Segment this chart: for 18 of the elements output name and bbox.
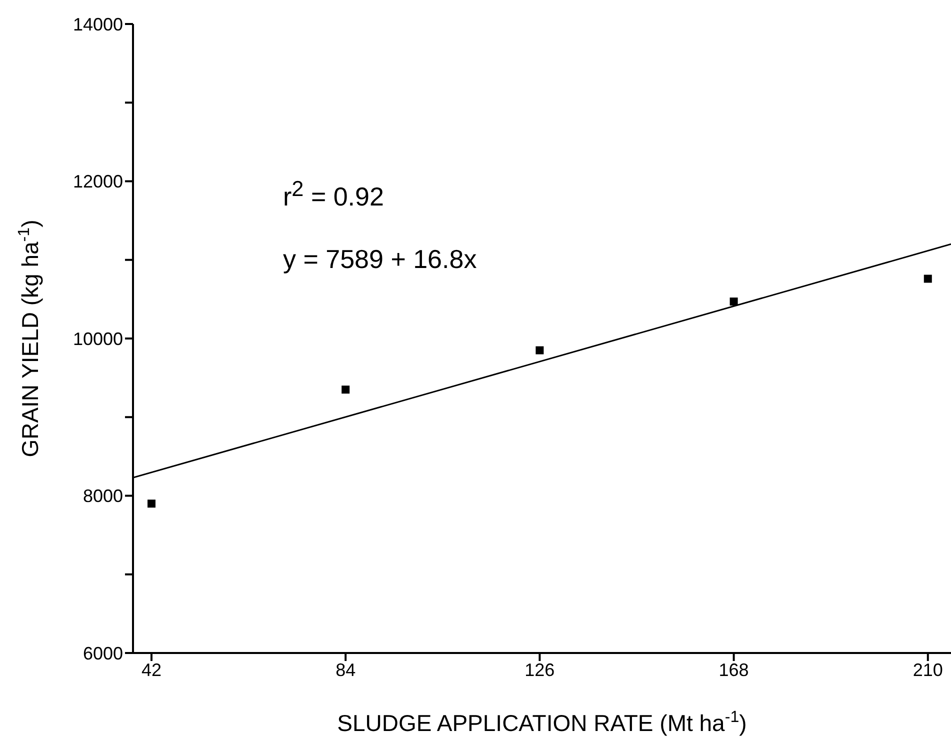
x-tick-label: 42: [141, 660, 162, 680]
x-tick-label: 168: [718, 660, 749, 680]
point: [147, 500, 156, 508]
x-axis-title: SLUDGE APPLICATION RATE (Mt ha$^{-1}$): [337, 708, 747, 736]
point: [536, 346, 544, 354]
annotation: r$^{2}$ = 0.92: [283, 176, 384, 213]
x-tick-label: 126: [524, 660, 555, 680]
y-tick-label: 10000: [72, 328, 123, 349]
point: [924, 274, 932, 283]
y-tick-label: 14000: [72, 14, 123, 34]
x-tick-label: 84: [336, 660, 356, 680]
point: [730, 298, 738, 306]
x-tick-label: 210: [912, 660, 943, 680]
point: [342, 386, 350, 394]
y-tick-label: 6000: [82, 643, 123, 664]
annotation: y = 7589 + 16.8x: [283, 244, 477, 275]
y-tick-label: 8000: [82, 486, 123, 506]
y-tick-label: 12000: [72, 172, 123, 192]
